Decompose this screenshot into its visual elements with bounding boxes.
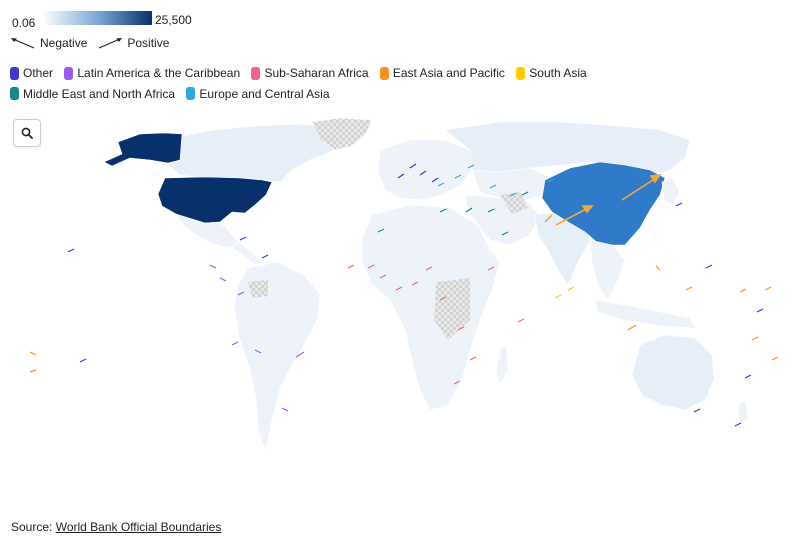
color-scale-bar: [42, 11, 152, 25]
legend-swatch: [516, 66, 526, 80]
usa-region[interactable]: [157, 176, 273, 224]
no-data-region: [500, 192, 528, 214]
no-data-region: [434, 278, 470, 340]
legend-swatch: [251, 66, 261, 80]
legend-swatch: [186, 87, 196, 100]
direction-negative-label: Negative: [40, 36, 88, 50]
south-america-region[interactable]: [233, 261, 321, 452]
alaska-region[interactable]: [103, 132, 183, 167]
legend-label: East Asia and Pacific: [392, 66, 505, 80]
zoom-search-button[interactable]: [13, 119, 41, 147]
legend-item-south-asia[interactable]: South Asia: [516, 64, 587, 82]
arrow-positive-icon: [99, 38, 123, 49]
source-link[interactable]: World Bank Official Boundaries: [55, 520, 222, 534]
central-america-region[interactable]: [231, 241, 263, 266]
color-scale: 0.06: [12, 10, 42, 30]
legend-item-latin-america[interactable]: Latin America & the Caribbean: [64, 64, 240, 82]
legend-swatch: [379, 66, 389, 80]
source-note: Source: World Bank Official Boundaries: [11, 520, 221, 534]
europe-region[interactable]: [377, 139, 473, 201]
region-legend: Other Latin America & the Caribbean Sub-…: [10, 64, 650, 105]
legend-label: Europe and Central Asia: [199, 86, 330, 101]
legend-item-middle-east[interactable]: Middle East and North Africa: [10, 85, 175, 103]
legend-item-sub-saharan-africa[interactable]: Sub-Saharan Africa: [251, 64, 369, 82]
australia-region[interactable]: [631, 334, 715, 411]
korea-japan-region[interactable]: [661, 177, 681, 206]
legend-item-other[interactable]: Other: [10, 64, 53, 82]
greenland-region[interactable]: [311, 117, 373, 151]
legend-label: South Asia: [529, 66, 587, 80]
direction-positive-label: Positive: [127, 36, 170, 50]
no-data-region: [248, 280, 268, 298]
flow-arrows: [29, 163, 779, 427]
scale-min-label: 0.06: [12, 16, 36, 30]
legend-swatch: [10, 66, 19, 80]
legend-swatch: [10, 87, 19, 100]
legend-label: Sub-Saharan Africa: [264, 66, 369, 80]
source-prefix: Source:: [11, 520, 56, 534]
direction-positive: Positive: [97, 36, 169, 50]
search-icon: [21, 127, 33, 139]
africa-region[interactable]: [361, 204, 501, 411]
southeast-asia-region[interactable]: [589, 239, 626, 301]
legend-label: Other: [23, 66, 54, 80]
legend-item-east-asia-pacific[interactable]: East Asia and Pacific: [379, 64, 505, 82]
arrow-negative-icon: [11, 38, 35, 49]
legend-swatch: [64, 66, 74, 80]
direction-negative: Negative: [10, 36, 87, 50]
legend-item-europe-central-asia[interactable]: Europe and Central Asia: [186, 85, 330, 103]
scale-max-label: 25,500: [155, 13, 192, 27]
indonesia-region[interactable]: [594, 299, 696, 329]
new-zealand-region[interactable]: [737, 399, 749, 425]
canada-region[interactable]: [167, 123, 346, 183]
mexico-region[interactable]: [175, 213, 239, 249]
russia-region[interactable]: [444, 121, 691, 177]
direction-legend: Negative Positive: [10, 36, 179, 50]
legend-label: Latin America & the Caribbean: [77, 66, 241, 80]
world-map[interactable]: [0, 110, 796, 470]
legend-label: Middle East and North Africa: [23, 86, 176, 101]
china-region[interactable]: [541, 161, 666, 246]
madagascar-region[interactable]: [495, 344, 509, 386]
